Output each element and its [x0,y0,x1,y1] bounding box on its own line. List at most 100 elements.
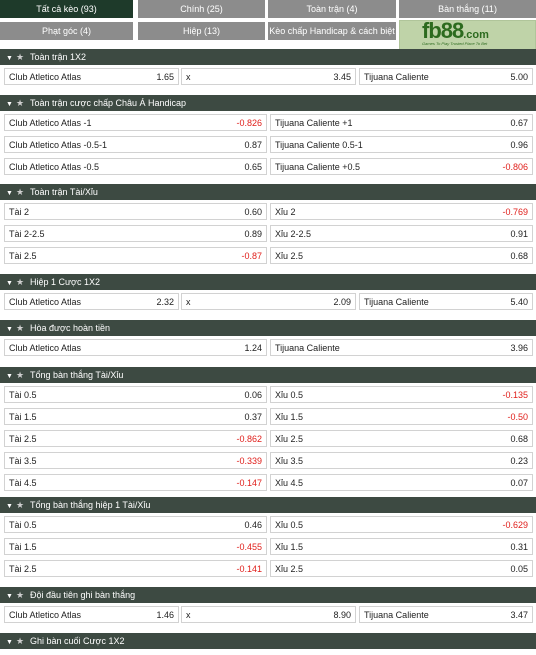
tab-4[interactable]: Phạt góc (4) [0,22,133,40]
odds-cell[interactable]: Xỉu 4.5 0.07 [270,474,533,491]
odds-cell[interactable]: Xỉu 3.5 0.23 [270,452,533,469]
odds-cell[interactable]: Xỉu 2.5 0.68 [270,430,533,447]
odds-value: 0.89 [244,229,262,239]
odds-cell[interactable]: Club Atletico Atlas 1.24 [4,339,267,356]
odds-row: Club Atletico Atlas 2.32 x 2.09 Tijuana Cali… [0,290,536,312]
chevron-down-icon[interactable]: ▼ [6,101,13,108]
tab-5[interactable]: Hiệp (13) [138,22,265,40]
odds-cell[interactable]: Tài 2 0.60 [4,203,267,220]
odds-cell[interactable]: Club Atletico Atlas -0.5-1 0.87 [4,136,267,153]
chevron-down-icon[interactable]: ▼ [6,55,13,62]
odds-cell[interactable]: x 3.45 [181,68,356,85]
chevron-down-icon[interactable]: ▼ [6,190,13,197]
star-icon[interactable]: ★ [16,500,25,510]
section-header[interactable]: ▼ ★ Toàn trận Tài/Xỉu [0,184,536,200]
section-header[interactable]: ▼ ★ Toàn trận 1X2 [0,49,536,65]
section-title: Tổng bàn thắng Tài/Xỉu [30,370,124,380]
star-icon[interactable]: ★ [16,323,25,333]
selection-label: x [186,610,191,620]
odds-value: 0.37 [244,412,262,422]
section-header[interactable]: ▼ ★ Ghi bàn cuối Cược 1X2 [0,633,536,649]
odds-cell[interactable]: Club Atletico Atlas -1 -0.826 [4,114,267,131]
selection-label: Tijuana Caliente 0.5-1 [275,140,363,150]
odds-cell[interactable]: Tijuana Caliente +0.5 -0.806 [270,158,533,175]
odds-cell[interactable]: Tijuana Caliente 3.47 [359,606,533,623]
odds-cell[interactable]: Xỉu 2 -0.769 [270,203,533,220]
odds-value: 2.32 [156,297,174,307]
odds-cell[interactable]: Club Atletico Atlas 1.46 [4,606,179,623]
odds-cell[interactable]: Club Atletico Atlas 2.32 [4,293,179,310]
star-icon[interactable]: ★ [16,370,25,380]
odds-cell[interactable]: Tijuana Caliente 5.40 [359,293,533,310]
tab-0[interactable]: Tất cả kèo (93) [0,0,133,18]
odds-cell[interactable]: x 8.90 [181,606,356,623]
chevron-down-icon[interactable]: ▼ [6,503,13,510]
star-icon[interactable]: ★ [16,98,25,108]
section-header[interactable]: ▼ ★ Tổng bàn thắng Tài/Xỉu [0,367,536,383]
chevron-down-icon[interactable]: ▼ [6,593,13,600]
tab-6[interactable]: Kèo chấp Handicap & cách biệt (3) [268,22,396,54]
odds-cell[interactable]: Club Atletico Atlas -0.5 0.65 [4,158,267,175]
market-tabs: Tất cả kèo (93) Chính (25) Toàn trận (4) Bà… [0,0,536,54]
odds-cell[interactable]: Xỉu 1.5 -0.50 [270,408,533,425]
odds-cell[interactable]: Xỉu 1.5 0.31 [270,538,533,555]
section-title: Đội đầu tiên ghi bàn thắng [30,590,136,600]
star-icon[interactable]: ★ [16,590,25,600]
odds-cell[interactable]: Tijuana Caliente 3.96 [270,339,533,356]
star-icon[interactable]: ★ [16,277,25,287]
chevron-down-icon[interactable]: ▼ [6,280,13,287]
selection-label: Tijuana Caliente [364,297,429,307]
odds-cell[interactable]: Xỉu 0.5 -0.135 [270,386,533,403]
odds-cell[interactable]: Tài 1.5 0.37 [4,408,267,425]
chevron-down-icon[interactable]: ▼ [6,326,13,333]
odds-cell[interactable]: Xỉu 0.5 -0.629 [270,516,533,533]
odds-value: 0.06 [244,390,262,400]
odds-cell[interactable]: Tijuana Caliente 0.5-1 0.96 [270,136,533,153]
odds-cell[interactable]: Tài 2.5 -0.87 [4,247,267,264]
tab-1[interactable]: Chính (25) [138,0,265,18]
odds-value: 3.96 [510,343,528,353]
selection-label: Tài 2.5 [9,434,37,444]
odds-row: Club Atletico Atlas 1.46 x 8.90 Tijuana Cali… [0,603,536,625]
odds-cell[interactable]: Tài 2-2.5 0.89 [4,225,267,242]
market-section: ▼ ★ Đội đầu tiên ghi bàn thắng Club Atletic… [0,587,536,625]
odds-cell[interactable]: x 2.09 [181,293,356,310]
odds-cell[interactable]: Tài 3.5 -0.339 [4,452,267,469]
section-header[interactable]: ▼ ★ Toàn trận cược chấp Châu Á Handicap [0,95,536,111]
selection-label: Xỉu 4.5 [275,478,304,488]
odds-cell[interactable]: Xỉu 2.5 0.05 [270,560,533,577]
section-title: Ghi bàn cuối Cược 1X2 [30,636,125,646]
section-header[interactable]: ▼ ★ Hiệp 1 Cược 1X2 [0,274,536,290]
odds-cell[interactable]: Tài 0.5 0.06 [4,386,267,403]
tab-2[interactable]: Toàn trận (4) [268,0,396,18]
tab-3[interactable]: Bàn thắng (11) [399,0,536,18]
chevron-down-icon[interactable]: ▼ [6,373,13,380]
section-header[interactable]: ▼ ★ Đội đầu tiên ghi bàn thắng [0,587,536,603]
section-header[interactable]: ▼ ★ Hòa được hoàn tiền [0,320,536,336]
market-section: ▼ ★ Hòa được hoàn tiền Club Atletico Atlas 1… [0,320,536,358]
odds-cell[interactable]: Xỉu 2-2.5 0.91 [270,225,533,242]
odds-value: 8.90 [333,610,351,620]
odds-cell[interactable]: Xỉu 2.5 0.68 [270,247,533,264]
chevron-down-icon[interactable]: ▼ [6,639,13,646]
odds-value: 1.65 [156,72,174,82]
odds-value: 0.60 [244,207,262,217]
odds-row: Club Atletico Atlas -0.5-1 0.87 Tijuana Ca… [0,133,536,155]
odds-cell[interactable]: Tài 1.5 -0.455 [4,538,267,555]
section-title: Hiệp 1 Cược 1X2 [30,277,100,287]
section-header[interactable]: ▼ ★ Tổng bàn thắng hiệp 1 Tài/Xỉu [0,497,536,513]
star-icon[interactable]: ★ [16,52,25,62]
odds-cell[interactable]: Tài 2.5 -0.141 [4,560,267,577]
selection-label: Xỉu 0.5 [275,390,304,400]
odds-cell[interactable]: Club Atletico Atlas 1.65 [4,68,179,85]
odds-cell[interactable]: Tài 4.5 -0.147 [4,474,267,491]
odds-cell[interactable]: Tijuana Caliente 5.00 [359,68,533,85]
odds-value: 0.68 [510,434,528,444]
market-section: ▼ ★ Ghi bàn cuối Cược 1X2 [0,633,536,649]
selection-label: Xỉu 3.5 [275,456,304,466]
odds-cell[interactable]: Tijuana Caliente +1 0.67 [270,114,533,131]
odds-cell[interactable]: Tài 2.5 -0.862 [4,430,267,447]
star-icon[interactable]: ★ [16,187,25,197]
odds-cell[interactable]: Tài 0.5 0.46 [4,516,267,533]
star-icon[interactable]: ★ [16,636,25,646]
